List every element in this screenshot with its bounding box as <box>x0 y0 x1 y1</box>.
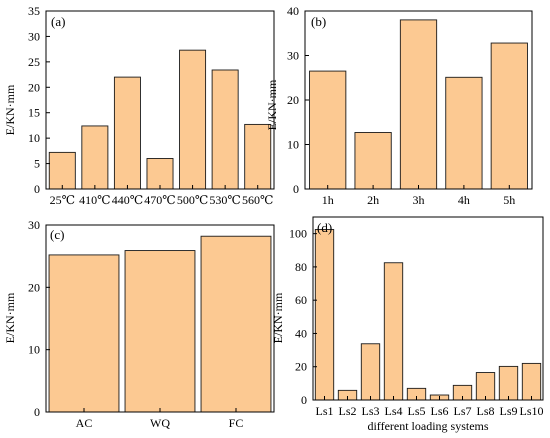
x-tick-label: 500℃ <box>177 193 208 207</box>
chart-panel-d: 0 20 40 60 80 100 Ls1 Ls2 Ls3 Ls4 Ls5 Ls6 Ls7 Ls8 Ls9 L… <box>271 216 544 433</box>
chart-panel-a: 0 5 10 15 20 25 30 35 25℃ 410℃ 440℃ 470℃ 500℃ 530℃ 560… <box>3 4 275 207</box>
x-tick-label: 410℃ <box>79 193 110 207</box>
bar-Ls4 <box>383 262 404 401</box>
x-tick-label: Ls4 <box>385 404 403 418</box>
bar-530℃ <box>211 69 239 190</box>
y-axis-label: E/KN·mm <box>265 79 279 130</box>
bar-4h <box>445 76 483 190</box>
x-tick-label: FC <box>229 416 244 430</box>
y-tick-label: 25 <box>28 55 40 69</box>
x-tick-label: WQ <box>150 416 170 430</box>
panel-label: (a) <box>51 14 65 29</box>
x-tick-label: Ls6 <box>431 404 449 418</box>
y-tick-label: 40 <box>287 4 299 18</box>
bar-410℃ <box>81 125 109 190</box>
y-tick-label: 20 <box>28 280 40 294</box>
y-tick-label: 0 <box>34 405 40 419</box>
bar-440℃ <box>113 76 141 190</box>
y-tick-label: 10 <box>287 138 299 152</box>
x-tick-label: 5h <box>503 193 515 207</box>
x-axis-label: different loading systems <box>367 419 488 433</box>
y-tick-label: 30 <box>287 49 299 63</box>
x-tick-label: Ls5 <box>408 404 426 418</box>
y-tick-label: 5 <box>34 157 40 171</box>
x-tick-label: 470℃ <box>144 193 175 207</box>
bar-1h <box>309 70 347 190</box>
x-tick-label: 3h <box>413 193 425 207</box>
x-tick-label: 530℃ <box>209 193 240 207</box>
x-tick-label: 440℃ <box>112 193 143 207</box>
y-tick-label: 20 <box>28 80 40 94</box>
x-tick-label: Ls8 <box>477 404 495 418</box>
y-axis-label: E/KN·mm <box>3 292 17 343</box>
y-tick-label: 0 <box>301 393 307 407</box>
bar-560℃ <box>244 123 272 190</box>
x-tick-label: Ls9 <box>500 404 518 418</box>
y-tick-label: 30 <box>28 29 40 43</box>
y-tick-label: 60 <box>295 293 307 307</box>
x-tick-label: Ls10 <box>520 404 544 418</box>
y-tick-label: 10 <box>28 343 40 357</box>
chart-panel-b: 0 10 20 30 40 1h 2h 3h 4h 5h E/KN·mm (b) <box>265 4 533 207</box>
y-tick-label: 100 <box>289 227 307 241</box>
y-tick-label: 35 <box>28 4 40 18</box>
bar-Ls10 <box>521 362 542 401</box>
panel-label: (b) <box>311 14 326 29</box>
y-tick-label: 30 <box>28 218 40 232</box>
panel-label: (c) <box>50 227 64 242</box>
y-tick-label: 15 <box>28 106 40 120</box>
x-tick-label: Ls7 <box>454 404 472 418</box>
y-tick-label: 40 <box>295 326 307 340</box>
y-tick-label: 80 <box>295 260 307 274</box>
x-tick-label: 4h <box>458 193 470 207</box>
y-tick-label: 0 <box>293 182 299 196</box>
y-tick-label: 10 <box>28 131 40 145</box>
x-tick-label: 25℃ <box>50 193 75 207</box>
y-axis-label: E/KN·mm <box>3 84 17 135</box>
x-tick-label: Ls3 <box>362 404 380 418</box>
bar-3h <box>399 19 438 190</box>
x-tick-label: Ls1 <box>316 404 334 418</box>
x-tick-label: 560℃ <box>242 193 273 207</box>
bar-25℃ <box>48 151 76 190</box>
x-tick-label: 1h <box>322 193 334 207</box>
bar-Ls3 <box>360 343 381 401</box>
y-tick-label: 0 <box>34 182 40 196</box>
x-tick-label: 2h <box>367 193 379 207</box>
bar-AC <box>48 254 120 413</box>
chart-panel-c: 0 10 20 30 AC WQ FC E/KN·mm (c) <box>3 218 275 430</box>
bar-5h <box>490 42 528 190</box>
bar-WQ <box>124 250 196 413</box>
bar-Ls1 <box>314 229 335 401</box>
bar-FC <box>200 235 272 413</box>
bar-2h <box>354 132 392 190</box>
bar-Ls8 <box>475 372 496 401</box>
bar-Ls9 <box>498 365 519 401</box>
x-tick-label: Ls2 <box>339 404 357 418</box>
y-tick-label: 20 <box>295 360 307 374</box>
bar-500℃ <box>179 49 207 190</box>
panel-label: (d) <box>317 220 332 235</box>
y-axis-label: E/KN·mm <box>271 292 285 343</box>
y-tick-label: 20 <box>287 93 299 107</box>
bar-470℃ <box>146 158 174 190</box>
x-tick-label: AC <box>76 416 93 430</box>
plot-frame <box>312 216 544 401</box>
